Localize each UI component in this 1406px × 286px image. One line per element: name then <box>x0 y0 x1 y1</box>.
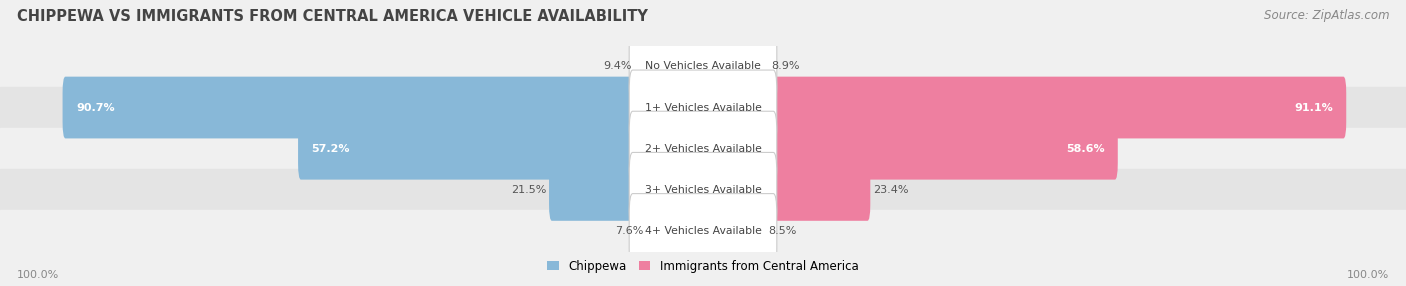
FancyBboxPatch shape <box>630 152 778 227</box>
Text: 7.6%: 7.6% <box>616 226 644 236</box>
FancyBboxPatch shape <box>634 35 706 97</box>
FancyBboxPatch shape <box>647 200 706 262</box>
FancyBboxPatch shape <box>630 29 778 104</box>
Text: 2+ Vehicles Available: 2+ Vehicles Available <box>644 144 762 154</box>
Text: 8.5%: 8.5% <box>768 226 797 236</box>
Text: CHIPPEWA VS IMMIGRANTS FROM CENTRAL AMERICA VEHICLE AVAILABILITY: CHIPPEWA VS IMMIGRANTS FROM CENTRAL AMER… <box>17 9 648 23</box>
Text: No Vehicles Available: No Vehicles Available <box>645 61 761 71</box>
Text: 100.0%: 100.0% <box>17 270 59 280</box>
Bar <box>0 210 1406 252</box>
FancyBboxPatch shape <box>630 111 778 186</box>
FancyBboxPatch shape <box>62 77 706 138</box>
Bar <box>0 169 1406 210</box>
Bar <box>0 46 1406 87</box>
Legend: Chippewa, Immigrants from Central America: Chippewa, Immigrants from Central Americ… <box>543 255 863 277</box>
Text: 4+ Vehicles Available: 4+ Vehicles Available <box>644 226 762 236</box>
Text: 1+ Vehicles Available: 1+ Vehicles Available <box>644 103 762 112</box>
Text: 58.6%: 58.6% <box>1066 144 1105 154</box>
FancyBboxPatch shape <box>630 194 778 269</box>
Text: 23.4%: 23.4% <box>873 185 908 195</box>
Text: 3+ Vehicles Available: 3+ Vehicles Available <box>644 185 762 195</box>
FancyBboxPatch shape <box>548 159 706 221</box>
FancyBboxPatch shape <box>700 159 870 221</box>
FancyBboxPatch shape <box>700 77 1347 138</box>
FancyBboxPatch shape <box>700 35 768 97</box>
FancyBboxPatch shape <box>700 200 765 262</box>
Bar <box>0 128 1406 169</box>
Text: 100.0%: 100.0% <box>1347 270 1389 280</box>
Text: 91.1%: 91.1% <box>1294 103 1333 112</box>
Text: 8.9%: 8.9% <box>772 61 800 71</box>
Text: 9.4%: 9.4% <box>603 61 631 71</box>
FancyBboxPatch shape <box>700 118 1118 180</box>
Text: 90.7%: 90.7% <box>76 103 114 112</box>
Text: 57.2%: 57.2% <box>312 144 350 154</box>
FancyBboxPatch shape <box>630 70 778 145</box>
FancyBboxPatch shape <box>298 118 706 180</box>
Bar <box>0 87 1406 128</box>
Text: 21.5%: 21.5% <box>510 185 546 195</box>
Text: Source: ZipAtlas.com: Source: ZipAtlas.com <box>1264 9 1389 21</box>
